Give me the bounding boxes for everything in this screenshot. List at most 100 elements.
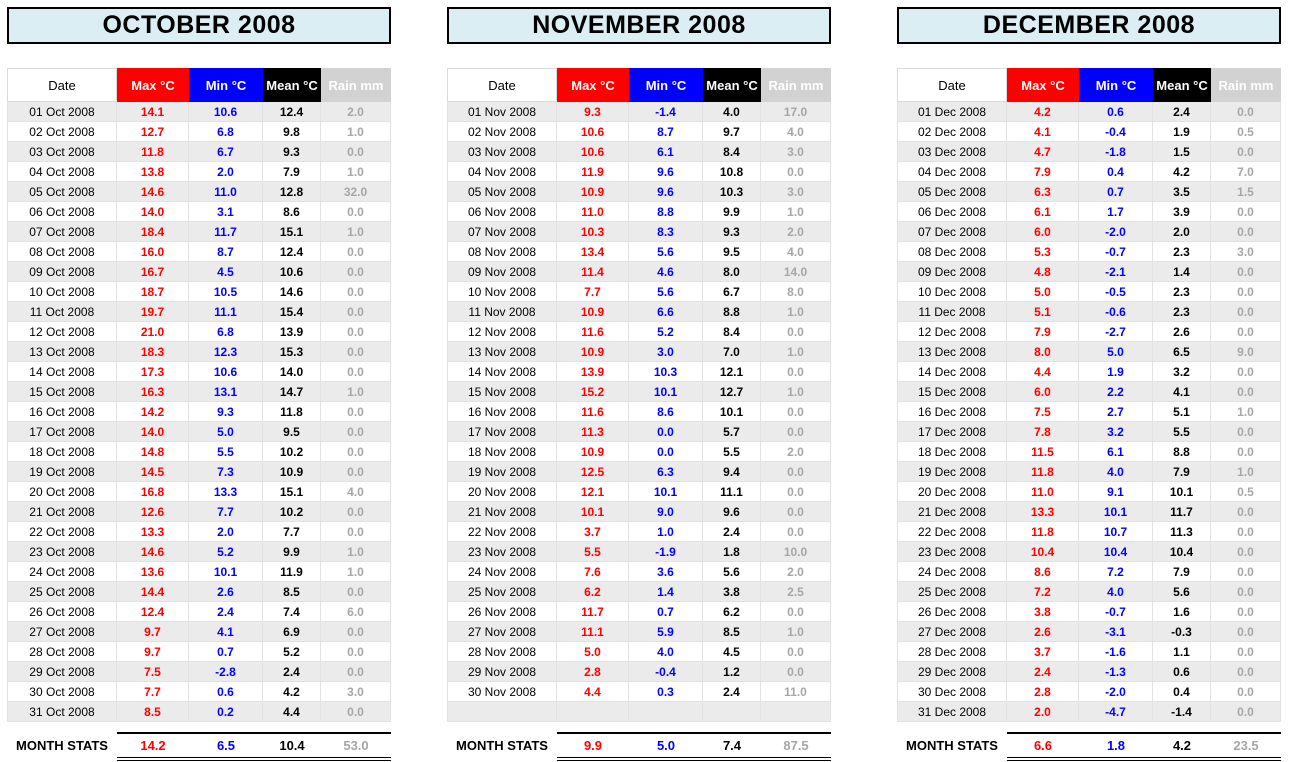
min-cell: 13.3 — [189, 482, 263, 502]
max-cell: 18.4 — [117, 222, 189, 242]
date-cell: 17 Nov 2008 — [447, 422, 557, 442]
date-cell: 29 Dec 2008 — [897, 662, 1007, 682]
max-cell: 13.3 — [1007, 502, 1079, 522]
table-row: 04 Oct 2008 13.8 2.0 7.9 1.0 — [7, 162, 391, 182]
min-cell: -4.7 — [1079, 702, 1153, 722]
rain-cell: 10.0 — [761, 542, 831, 562]
stats-rain-value: 87.5 — [783, 738, 809, 753]
rain-cell: 11.0 — [761, 682, 831, 702]
table-row: 14 Dec 2008 4.4 1.9 3.2 0.0 — [897, 362, 1281, 382]
max-cell: 11.3 — [557, 422, 629, 442]
rain-cell: 0.0 — [321, 622, 391, 642]
mean-cell: 3.2 — [1153, 362, 1211, 382]
rain-cell: 0.0 — [761, 162, 831, 182]
min-cell: -0.4 — [629, 662, 703, 682]
mean-cell: 7.7 — [263, 522, 321, 542]
min-cell: 0.3 — [629, 682, 703, 702]
mean-cell: 8.5 — [703, 622, 761, 642]
max-cell: 11.8 — [1007, 462, 1079, 482]
stats-max-value: 6.6 — [1033, 738, 1053, 753]
mean-cell: 1.5 — [1153, 142, 1211, 162]
date-cell: 15 Nov 2008 — [447, 382, 557, 402]
mean-cell: 14.6 — [263, 282, 321, 302]
rain-cell: 1.0 — [321, 562, 391, 582]
mean-cell: 10.4 — [1153, 542, 1211, 562]
min-cell: 1.7 — [1079, 202, 1153, 222]
rain-cell: 0.0 — [761, 322, 831, 342]
rain-cell: 0.0 — [1211, 202, 1281, 222]
date-cell: 25 Dec 2008 — [897, 582, 1007, 602]
month-stats-values: 9.9 5.0 7.4 87.5 — [557, 732, 831, 761]
mean-cell: 5.5 — [703, 442, 761, 462]
min-cell: 10.7 — [1079, 522, 1153, 542]
min-cell: 0.7 — [189, 642, 263, 662]
min-cell: 0.6 — [1079, 102, 1153, 122]
table-row: 13 Nov 2008 10.9 3.0 7.0 1.0 — [447, 342, 831, 362]
date-cell: 08 Dec 2008 — [897, 242, 1007, 262]
date-cell: 18 Nov 2008 — [447, 442, 557, 462]
table-row: 05 Dec 2008 6.3 0.7 3.5 1.5 — [897, 182, 1281, 202]
max-cell: 14.4 — [117, 582, 189, 602]
month-stats-row: MONTH STATS 9.9 5.0 7.4 87.5 — [447, 732, 831, 761]
table-row: 18 Oct 2008 14.8 5.5 10.2 0.0 — [7, 442, 391, 462]
date-cell: 15 Dec 2008 — [897, 382, 1007, 402]
min-cell: 10.5 — [189, 282, 263, 302]
max-cell: 10.4 — [1007, 542, 1079, 562]
min-cell: -1.6 — [1079, 642, 1153, 662]
date-cell: 17 Dec 2008 — [897, 422, 1007, 442]
max-cell: 3.8 — [1007, 602, 1079, 622]
max-cell: 2.0 — [1007, 702, 1079, 722]
max-cell: 6.2 — [557, 582, 629, 602]
date-cell: 11 Oct 2008 — [7, 302, 117, 322]
date-cell: 09 Oct 2008 — [7, 262, 117, 282]
date-cell: 18 Oct 2008 — [7, 442, 117, 462]
rain-cell: 0.0 — [761, 662, 831, 682]
mean-cell: 4.5 — [703, 642, 761, 662]
max-cell: 10.6 — [557, 122, 629, 142]
rain-cell: 1.0 — [321, 222, 391, 242]
rain-cell: 0.0 — [321, 422, 391, 442]
rain-cell: 0.0 — [761, 462, 831, 482]
stats-max-value: 14.2 — [140, 738, 166, 753]
table-row: 08 Nov 2008 13.4 5.6 9.5 4.0 — [447, 242, 831, 262]
table-row: 07 Oct 2008 18.4 11.7 15.1 1.0 — [7, 222, 391, 242]
table-row: 03 Dec 2008 4.7 -1.8 1.5 0.0 — [897, 142, 1281, 162]
max-cell: 4.4 — [1007, 362, 1079, 382]
table-row: 04 Nov 2008 11.9 9.6 10.8 0.0 — [447, 162, 831, 182]
rain-cell: 0.0 — [321, 322, 391, 342]
min-cell: 0.7 — [629, 602, 703, 622]
min-cell: 10.1 — [629, 382, 703, 402]
min-cell: 8.7 — [629, 122, 703, 142]
rain-cell: 0.0 — [321, 702, 391, 722]
header-row: Date Max °C Min °C Mean °C Rain mm — [447, 68, 831, 102]
rain-cell: 32.0 — [321, 182, 391, 202]
table-row: 17 Oct 2008 14.0 5.0 9.5 0.0 — [7, 422, 391, 442]
rain-cell: 0.0 — [761, 602, 831, 622]
mean-cell: 5.6 — [703, 562, 761, 582]
mean-cell: 10.3 — [703, 182, 761, 202]
mean-cell: 6.7 — [703, 282, 761, 302]
table-row: 27 Nov 2008 11.1 5.9 8.5 1.0 — [447, 622, 831, 642]
table-row: 30 Oct 2008 7.7 0.6 4.2 3.0 — [7, 682, 391, 702]
date-cell: 04 Nov 2008 — [447, 162, 557, 182]
date-cell: 03 Oct 2008 — [7, 142, 117, 162]
date-cell: 05 Dec 2008 — [897, 182, 1007, 202]
date-cell: 14 Nov 2008 — [447, 362, 557, 382]
stats-mean-value: 4.2 — [1172, 738, 1192, 753]
max-cell: 5.0 — [557, 642, 629, 662]
rain-cell: 0.0 — [1211, 702, 1281, 722]
table-row: 22 Nov 2008 3.7 1.0 2.4 0.0 — [447, 522, 831, 542]
rain-cell: 0.0 — [321, 142, 391, 162]
month-stats-values: 6.6 1.8 4.2 23.5 — [1007, 732, 1281, 761]
date-cell: 10 Dec 2008 — [897, 282, 1007, 302]
min-cell: 9.0 — [629, 502, 703, 522]
month-stats-label: MONTH STATS — [906, 738, 998, 753]
mean-cell: 2.4 — [703, 682, 761, 702]
table-body: 01 Oct 2008 14.1 10.6 12.4 2.0 02 Oct 2008 12.… — [7, 102, 391, 722]
max-cell: 11.6 — [557, 402, 629, 422]
min-cell: -0.5 — [1079, 282, 1153, 302]
rain-cell: 0.0 — [1211, 682, 1281, 702]
table-row: 18 Nov 2008 10.9 0.0 5.5 2.0 — [447, 442, 831, 462]
rain-cell: 0.0 — [321, 242, 391, 262]
max-cell: 7.7 — [557, 282, 629, 302]
